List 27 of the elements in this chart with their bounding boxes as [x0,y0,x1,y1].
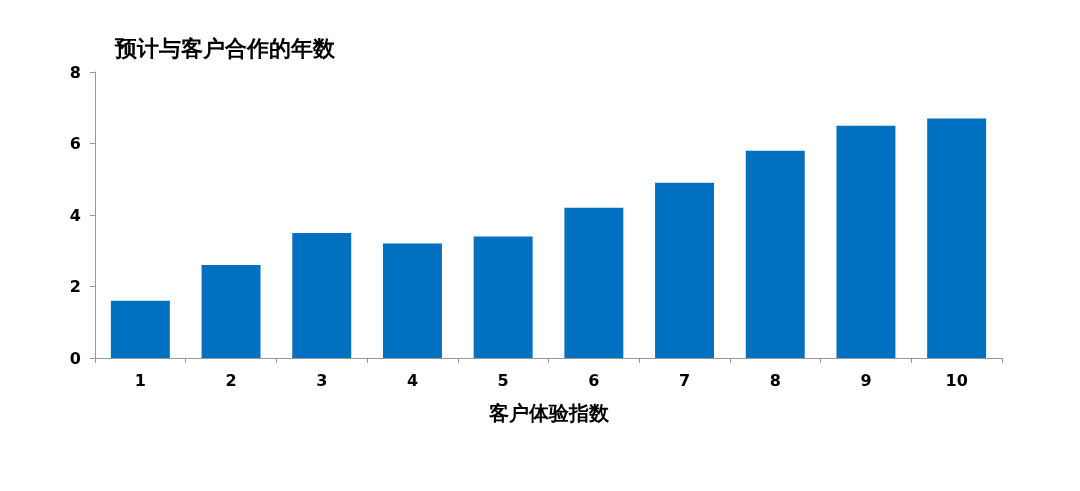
y-tick-label: 4 [69,205,81,225]
y-tick-label: 8 [69,62,81,82]
x-tick-label: 6 [588,370,600,390]
y-tick-label: 6 [69,134,81,153]
y-tick-label: 0 [69,348,81,368]
x-tick-label: 4 [406,370,419,390]
x-tick-label: 7 [678,370,691,390]
bar [382,243,442,358]
bar [292,232,352,358]
x-tick-label: 3 [316,370,328,390]
bar [745,150,805,358]
x-tick-label: 10 [945,370,968,390]
chart-title: 预计与客户合作的年数 [114,35,336,61]
bar [110,300,170,358]
bar [655,182,715,358]
bar [564,207,624,358]
x-tick-label: 9 [860,370,872,390]
bar [836,125,896,358]
x-axis-title: 客户体验指数 [487,401,610,425]
x-tick-label: 1 [134,370,146,390]
x-tick-label: 2 [225,370,237,390]
y-tick-label: 2 [69,277,81,296]
bar [201,265,261,358]
x-tick-label: 8 [769,370,781,390]
x-tick-label: 5 [497,370,509,390]
bar [473,236,533,358]
bar [927,118,987,358]
